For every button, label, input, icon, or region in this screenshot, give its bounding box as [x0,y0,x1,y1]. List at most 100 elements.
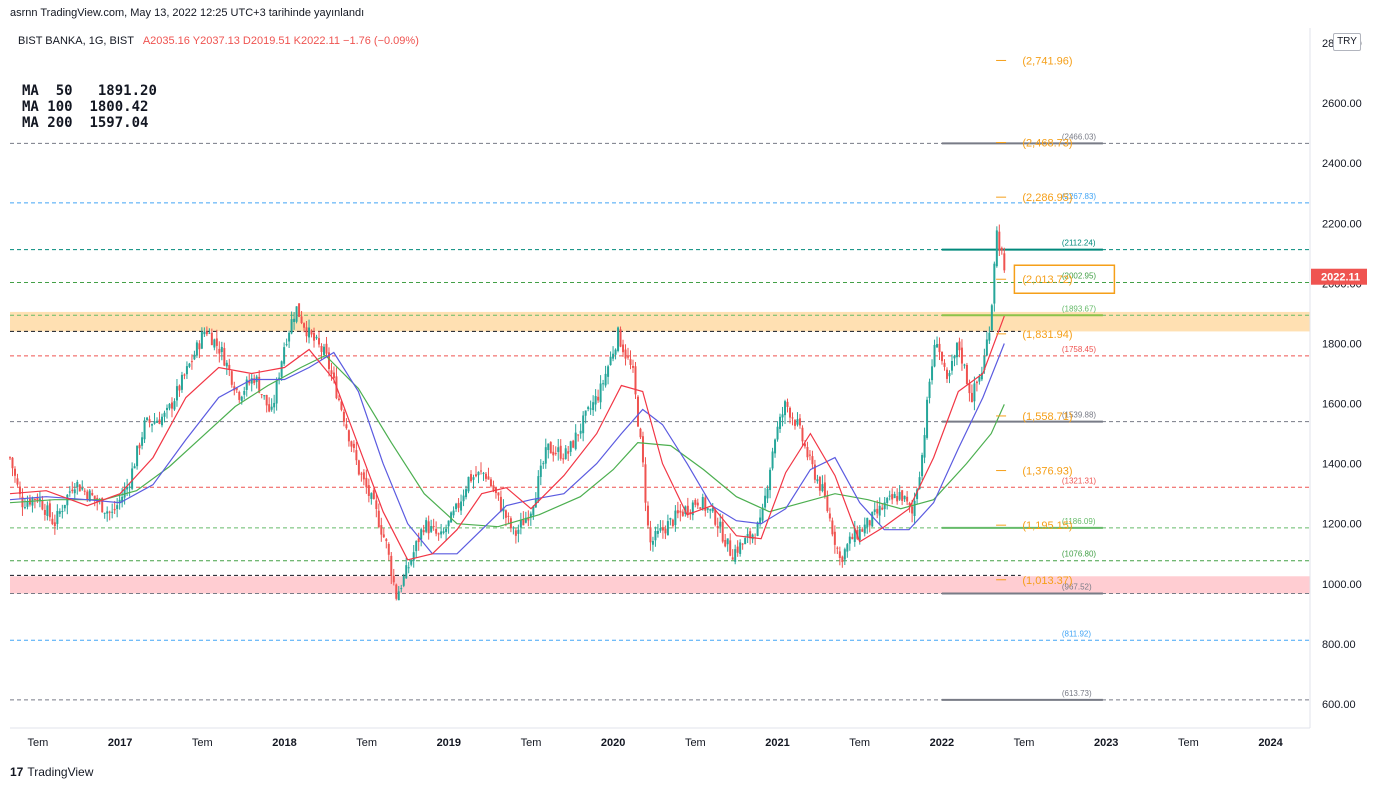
published-note: asrnn TradingView.com, May 13, 2022 12:2… [10,7,365,19]
candle-body [993,263,996,304]
ma-50-value: 1891.20 [97,83,157,99]
fib-target-label: (1,376.93) [1022,466,1072,478]
candle-body [111,511,114,513]
candle-body [926,399,929,438]
level-label: (2267.83) [1062,192,1097,201]
candle-body [744,538,747,545]
candle-body [564,448,567,459]
price-tick-label: 1400.00 [1322,459,1362,471]
candle-body [327,352,330,370]
ma-50-label: MA 50 [22,83,73,99]
fib-target-label: (1,013.37) [1022,575,1072,587]
candle-body [898,492,901,500]
level-label: (613.73) [1062,689,1092,698]
time-tick-label: Tem [521,737,542,749]
price-tick-label: 800.00 [1322,639,1356,651]
price-tick-label: 1000.00 [1322,579,1362,591]
candle-body [385,539,388,542]
candle-body [178,385,181,391]
time-tick-label: 2019 [437,737,461,749]
candle-body [106,511,109,514]
candle-body [133,466,136,469]
candle-body [651,541,654,545]
candle-body [455,503,458,510]
candle-body [325,343,328,354]
last-price-label: 2022.11 [1321,272,1360,284]
candle-body [619,329,622,347]
candle-body [786,401,789,407]
candle-body [871,511,874,527]
candle-body [158,419,161,424]
candle-body [238,391,241,400]
candle-body [243,390,246,395]
candle-body [395,584,398,599]
candle-body [886,497,889,503]
candle-body [589,408,592,410]
ma50-line [9,315,1005,561]
candle-body [183,374,186,376]
candle-body [165,407,168,411]
footer-brand[interactable]: 17 TradingView [10,765,93,779]
candle-body [38,498,41,502]
candle-body [156,420,159,423]
candle-body [108,511,111,513]
candle-body [950,360,953,371]
candle-body [821,484,824,491]
candle-body [891,494,894,500]
candle-body [729,540,732,556]
candle-body [402,575,405,586]
candle-body [248,381,251,384]
candle-body [831,520,834,535]
candle-body [681,511,684,516]
candle-body [958,341,961,351]
candle-body [175,386,178,401]
candle-body [1003,253,1006,271]
candle-body [522,520,525,526]
candle-body [537,476,540,502]
candle-body [826,496,829,511]
candle-body [998,231,1001,251]
candle-body [405,565,408,579]
currency-badge[interactable]: TRY [1333,33,1361,51]
level-label: (1321.31) [1062,476,1097,485]
ma-summary: MA 50 1891.20 MA 100 1800.42 MA 200 1597… [22,83,157,131]
candle-body [41,500,44,510]
candle-body [634,366,637,395]
ohlc-values: A2035.16 Y2037.13 D2019.51 K2022.11 −1.7… [142,35,419,47]
candle-body [796,419,799,425]
candle-body [425,520,428,532]
fib-target-label: (1,558.71) [1022,411,1072,423]
candle-body [524,517,527,523]
candle-body [749,531,752,539]
time-tick-label: 2020 [601,737,625,749]
candle-body [484,473,487,479]
candle-body [298,303,301,317]
candle-body [71,489,74,492]
candle-body [539,465,542,477]
candle-body [549,442,552,454]
candle-body [617,327,620,351]
candle-body [280,361,283,377]
candle-body [853,528,856,542]
ma-200-value: 1597.04 [89,115,149,131]
candle-body [632,366,635,368]
candle-body [101,498,104,513]
level-label: (1893.67) [1062,304,1097,313]
candle-body [928,381,931,399]
candle-body [68,491,71,493]
candle-body [345,424,348,429]
candle-body [78,484,81,492]
time-tick-label: Tem [192,737,213,749]
candle-body [472,477,475,480]
candle-body [56,510,59,524]
candle-body [180,374,183,390]
candle-body [308,327,311,338]
candle-body [659,528,662,531]
candle-body [751,534,754,540]
candle-body [310,330,313,335]
candle-body [607,366,610,377]
candle-body [88,490,91,502]
candle-body [674,510,677,526]
candle-body [352,443,355,448]
